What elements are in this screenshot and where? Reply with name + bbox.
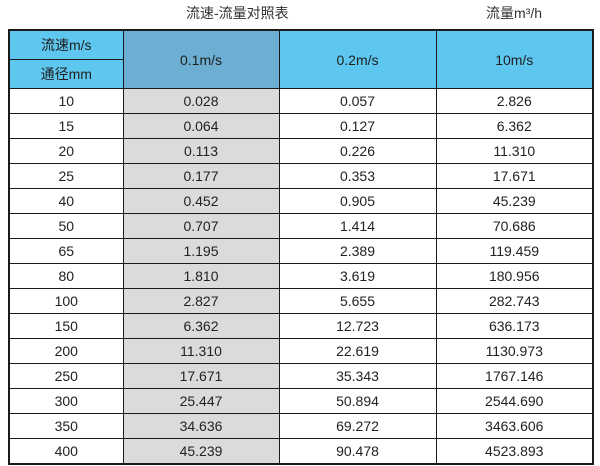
flow-value-0-1ms: 0.028 bbox=[122, 88, 280, 114]
table-row: 350 34.636 69.272 3463.606 bbox=[8, 413, 594, 439]
table-row: 80 1.810 3.619 180.956 bbox=[8, 263, 594, 289]
flow-value-0-2ms: 3.619 bbox=[278, 263, 437, 289]
flow-value-0-2ms: 50.894 bbox=[278, 388, 437, 414]
diameter-cell: 150 bbox=[8, 313, 124, 339]
flow-value-10ms: 1130.973 bbox=[435, 338, 594, 364]
table-row: 150 6.362 12.723 636.173 bbox=[8, 313, 594, 339]
table-row: 65 1.195 2.389 119.459 bbox=[8, 238, 594, 264]
flow-value-0-1ms: 0.113 bbox=[122, 138, 280, 164]
diameter-cell: 25 bbox=[8, 163, 124, 189]
column-header-0-1ms: 0.1m/s bbox=[122, 29, 280, 89]
flow-value-0-1ms: 34.636 bbox=[122, 413, 280, 439]
flow-comparison-table: 流速m/s 0.1m/s 0.2m/s 10m/s 通径mm 10 0.028 … bbox=[8, 29, 594, 465]
column-header-10ms: 10m/s bbox=[435, 29, 594, 89]
flow-value-10ms: 6.362 bbox=[435, 113, 594, 139]
flow-value-0-1ms: 0.452 bbox=[122, 188, 280, 214]
flow-value-10ms: 636.173 bbox=[435, 313, 594, 339]
flow-unit-label: 流量m³/h bbox=[486, 5, 542, 21]
flow-value-10ms: 17.671 bbox=[435, 163, 594, 189]
flow-value-10ms: 70.686 bbox=[435, 213, 594, 239]
flow-value-0-2ms: 0.127 bbox=[278, 113, 437, 139]
flow-value-10ms: 1767.146 bbox=[435, 363, 594, 389]
table-row: 25 0.177 0.353 17.671 bbox=[8, 163, 594, 189]
flow-value-0-2ms: 0.905 bbox=[278, 188, 437, 214]
flow-value-0-2ms: 90.478 bbox=[278, 438, 437, 465]
flow-value-10ms: 282.743 bbox=[435, 288, 594, 314]
diameter-cell: 100 bbox=[8, 288, 124, 314]
table-title: 流速-流量对照表 bbox=[186, 5, 289, 21]
flow-value-10ms: 2544.690 bbox=[435, 388, 594, 414]
table-row: 10 0.028 0.057 2.826 bbox=[8, 88, 594, 114]
table-header: 流速m/s 0.1m/s 0.2m/s 10m/s 通径mm bbox=[8, 29, 594, 89]
table-row: 200 11.310 22.619 1130.973 bbox=[8, 338, 594, 364]
diameter-cell: 350 bbox=[8, 413, 124, 439]
diameter-cell: 250 bbox=[8, 363, 124, 389]
diameter-cell: 65 bbox=[8, 238, 124, 264]
flow-value-0-2ms: 69.272 bbox=[278, 413, 437, 439]
velocity-unit-header: 流速m/s bbox=[8, 29, 124, 60]
flow-value-0-2ms: 2.389 bbox=[278, 238, 437, 264]
flow-value-0-1ms: 17.671 bbox=[122, 363, 280, 389]
diameter-cell: 300 bbox=[8, 388, 124, 414]
diameter-cell: 80 bbox=[8, 263, 124, 289]
flow-value-0-1ms: 1.810 bbox=[122, 263, 280, 289]
table-row: 300 25.447 50.894 2544.690 bbox=[8, 388, 594, 414]
diameter-cell: 400 bbox=[8, 438, 124, 465]
flow-value-0-1ms: 0.064 bbox=[122, 113, 280, 139]
diameter-cell: 40 bbox=[8, 188, 124, 214]
flow-value-0-1ms: 2.827 bbox=[122, 288, 280, 314]
flow-value-10ms: 4523.893 bbox=[435, 438, 594, 465]
diameter-cell: 20 bbox=[8, 138, 124, 164]
table-row: 100 2.827 5.655 282.743 bbox=[8, 288, 594, 314]
flow-value-0-1ms: 1.195 bbox=[122, 238, 280, 264]
flow-value-10ms: 2.826 bbox=[435, 88, 594, 114]
flow-value-10ms: 11.310 bbox=[435, 138, 594, 164]
flow-value-0-1ms: 45.239 bbox=[122, 438, 280, 465]
flow-value-0-2ms: 12.723 bbox=[278, 313, 437, 339]
table-body: 10 0.028 0.057 2.826 15 0.064 0.127 6.36… bbox=[8, 88, 594, 465]
table-row: 15 0.064 0.127 6.362 bbox=[8, 113, 594, 139]
flow-value-0-2ms: 0.353 bbox=[278, 163, 437, 189]
flow-value-0-1ms: 0.707 bbox=[122, 213, 280, 239]
table-row: 250 17.671 35.343 1767.146 bbox=[8, 363, 594, 389]
table-row: 50 0.707 1.414 70.686 bbox=[8, 213, 594, 239]
flow-value-10ms: 45.239 bbox=[435, 188, 594, 214]
flow-value-0-1ms: 0.177 bbox=[122, 163, 280, 189]
diameter-cell: 200 bbox=[8, 338, 124, 364]
diameter-unit-header: 通径mm bbox=[8, 59, 124, 89]
flow-value-10ms: 180.956 bbox=[435, 263, 594, 289]
table-row: 20 0.113 0.226 11.310 bbox=[8, 138, 594, 164]
diameter-cell: 10 bbox=[8, 88, 124, 114]
flow-value-0-2ms: 1.414 bbox=[278, 213, 437, 239]
diameter-cell: 15 bbox=[8, 113, 124, 139]
flow-value-0-2ms: 22.619 bbox=[278, 338, 437, 364]
table-row: 40 0.452 0.905 45.239 bbox=[8, 188, 594, 214]
flow-value-0-1ms: 25.447 bbox=[122, 388, 280, 414]
flow-value-0-2ms: 5.655 bbox=[278, 288, 437, 314]
diameter-cell: 50 bbox=[8, 213, 124, 239]
flow-value-10ms: 119.459 bbox=[435, 238, 594, 264]
flow-value-0-1ms: 6.362 bbox=[122, 313, 280, 339]
column-header-0-2ms: 0.2m/s bbox=[278, 29, 437, 89]
flow-value-0-2ms: 35.343 bbox=[278, 363, 437, 389]
flow-value-10ms: 3463.606 bbox=[435, 413, 594, 439]
flow-value-0-2ms: 0.057 bbox=[278, 88, 437, 114]
flow-value-0-1ms: 11.310 bbox=[122, 338, 280, 364]
table-row: 400 45.239 90.478 4523.893 bbox=[8, 438, 594, 465]
flow-value-0-2ms: 0.226 bbox=[278, 138, 437, 164]
